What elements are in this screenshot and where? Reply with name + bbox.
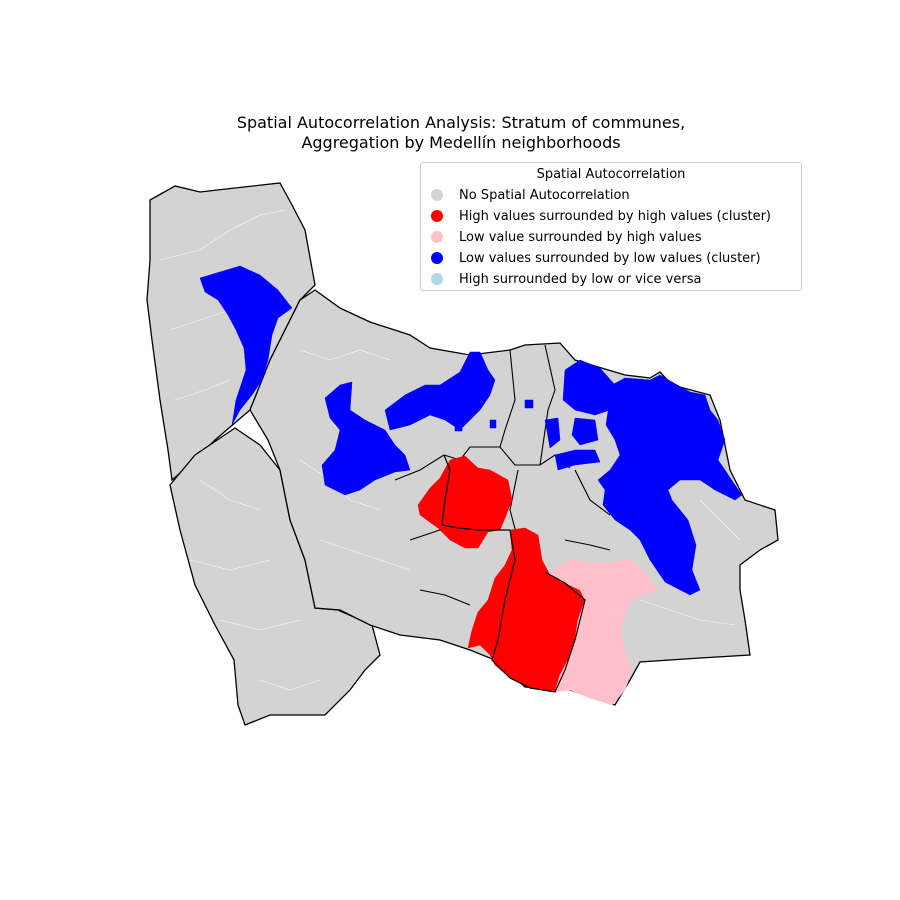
legend-label: Low value surrounded by high values [459, 230, 702, 245]
legend-title: Spatial Autocorrelation [536, 167, 686, 182]
legend-label: No Spatial Autocorrelation [459, 188, 630, 203]
legend-swatch [431, 251, 443, 264]
map-title: Spatial Autocorrelation Analysis: Stratu… [0, 113, 900, 153]
legend-item: High values surrounded by high values (c… [431, 208, 771, 226]
cluster-northeast-blue-1 [562, 359, 616, 416]
cluster-northwest-blue [199, 265, 293, 426]
cluster-west-blue [321, 381, 411, 496]
legend-swatch [431, 188, 443, 201]
low-high-areas [549, 559, 659, 706]
neighborhood-boundaries [159, 209, 741, 691]
legend-label: Low values surrounded by low values (clu… [459, 251, 761, 266]
legend-item: Low values surrounded by low values (clu… [431, 250, 761, 268]
cluster-outlines [441, 454, 586, 693]
cluster-northeast-blue-4 [554, 449, 601, 471]
legend-swatch [431, 209, 443, 222]
legend-item: High surrounded by low or vice versa [431, 271, 701, 289]
legend-label: High values surrounded by high values (c… [459, 209, 771, 224]
commune-boundaries [394, 344, 611, 606]
cluster-north-blue [384, 351, 496, 431]
cluster-east-blue [597, 374, 743, 596]
map-title-line-1: Spatial Autocorrelation Analysis: Stratu… [236, 113, 686, 132]
map-title-line-2: Aggregation by Medellín neighborhoods [301, 133, 621, 152]
legend-swatch [431, 272, 443, 285]
legend-swatch [431, 230, 443, 243]
low-low-clusters [199, 265, 743, 596]
cluster-northeast-blue-3 [571, 417, 599, 446]
legend-label: High surrounded by low or vice versa [459, 272, 702, 287]
legend-item: Low value surrounded by high values [431, 229, 701, 247]
legend: Spatial Autocorrelation No Spatial Autoc… [420, 162, 802, 291]
legend-item: No Spatial Autocorrelation [431, 187, 630, 205]
area-southeast-pink [549, 559, 659, 706]
cluster-northeast-blue-2 [544, 417, 561, 449]
